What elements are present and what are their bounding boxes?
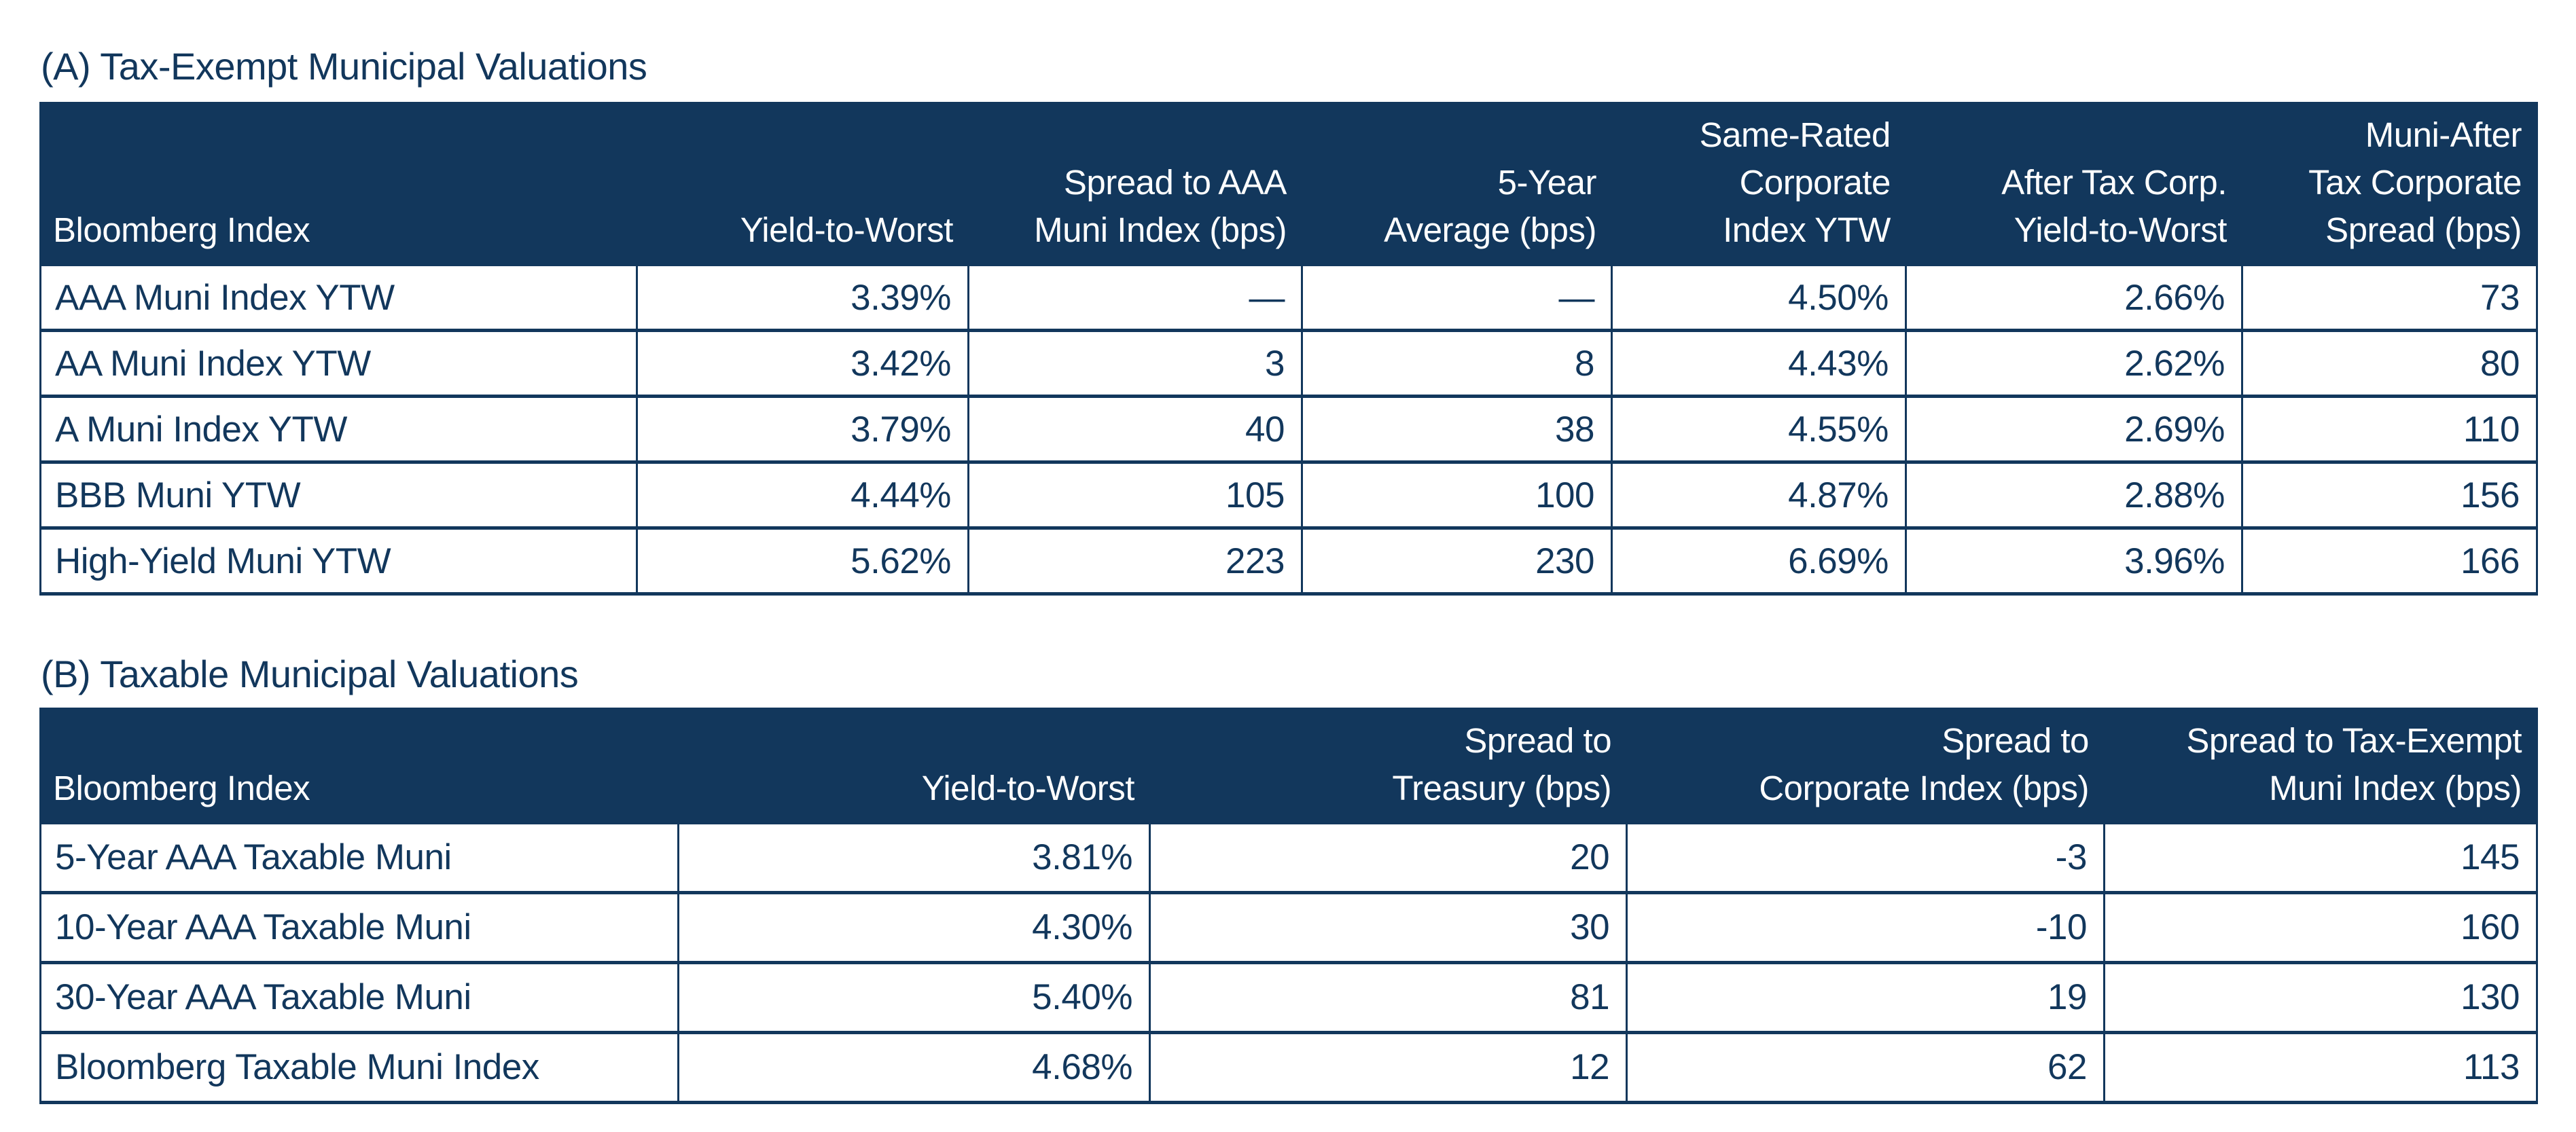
cell-value: 81 (1150, 964, 1628, 1034)
cell-value: 4.30% (679, 894, 1151, 964)
cell-value: -10 (1628, 894, 2105, 964)
section-a-title: (A) Tax-Exempt Municipal Valuations (41, 45, 647, 88)
row-label: 30-Year AAA Taxable Muni (39, 964, 679, 1034)
column-header-6: Muni-After Tax Corporate Spread (bps) (2242, 102, 2538, 267)
cell-value: 3.96% (1906, 530, 2243, 596)
table-row: Bloomberg Taxable Muni Index 4.68% 12 62 113 (39, 1034, 2538, 1104)
row-label: AAA Muni Index YTW (39, 266, 638, 333)
cell-value: 113 (2105, 1034, 2538, 1104)
cell-value: 223 (969, 530, 1303, 596)
cell-value: 2.62% (1906, 332, 2243, 399)
cell-value: 12 (1150, 1034, 1628, 1104)
cell-value: 105 (969, 464, 1303, 530)
cell-value: 5.62% (637, 530, 969, 596)
cell-value: 19 (1628, 964, 2105, 1034)
cell-value: — (969, 266, 1303, 333)
cell-value: 230 (1302, 530, 1613, 596)
cell-value: 2.88% (1906, 464, 2243, 530)
cell-value: 38 (1302, 398, 1613, 464)
table-row: 30-Year AAA Taxable Muni 5.40% 81 19 130 (39, 964, 2538, 1034)
row-label: 5-Year AAA Taxable Muni (39, 824, 679, 894)
cell-value: 2.69% (1906, 398, 2243, 464)
row-label: BBB Muni YTW (39, 464, 638, 530)
cell-value: 73 (2242, 266, 2538, 333)
cell-value: 6.69% (1613, 530, 1907, 596)
column-header-3: Spread to Corporate Index (bps) (1628, 707, 2105, 824)
cell-value: 4.68% (679, 1034, 1151, 1104)
table-row: AAA Muni Index YTW 3.39% — —4.50% 2.66% 73 (39, 266, 2538, 333)
cell-value: 4.44% (637, 464, 969, 530)
taxable-municipal-valuations-table: Bloomberg Index Yield-to-Worst Spread to T… (39, 707, 2538, 1104)
cell-value: 166 (2242, 530, 2538, 596)
table-row: 5-Year AAA Taxable Muni 3.81% 20 -3 145 (39, 824, 2538, 894)
cell-value: 62 (1628, 1034, 2105, 1104)
cell-value: 4.55% (1613, 398, 1907, 464)
header-row: Bloomberg Index Yield-to-Worst Spread to A… (39, 102, 2538, 267)
column-header-1: Yield-to-Worst (679, 707, 1151, 824)
cell-value: 3 (969, 332, 1303, 399)
cell-value: 156 (2242, 464, 2538, 530)
cell-value: 40 (969, 398, 1303, 464)
tax-exempt-municipal-valuations-table: Bloomberg Index Yield-to-Worst Spread to A… (39, 102, 2538, 596)
cell-value: 3.79% (637, 398, 969, 464)
column-header-5: After Tax Corp. Yield-to-Worst (1906, 102, 2243, 267)
table-row: High-Yield Muni YTW 5.62% 223 230 6.69% 3.96%… (39, 530, 2538, 596)
table-row: AA Muni Index YTW 3.42% 3 8 4.43% 2.62% 80 (39, 332, 2538, 399)
column-header-3: 5-Year Average (bps) (1302, 102, 1613, 267)
cell-value: 2.66% (1906, 266, 2243, 333)
row-label: 10-Year AAA Taxable Muni (39, 894, 679, 964)
cell-value: -3 (1628, 824, 2105, 894)
column-header-4: Same-Rated Corporate Index YTW (1613, 102, 1907, 267)
cell-value: 8 (1302, 332, 1613, 399)
cell-value: 30 (1150, 894, 1628, 964)
cell-value: 80 (2242, 332, 2538, 399)
column-header-0: Bloomberg Index (39, 707, 679, 824)
row-label: High-Yield Muni YTW (39, 530, 638, 596)
cell-value: 130 (2105, 964, 2538, 1034)
table-row: 10-Year AAA Taxable Muni 4.30% 30 -10 160 (39, 894, 2538, 964)
cell-value: 110 (2242, 398, 2538, 464)
cell-value: 5.40% (679, 964, 1151, 1034)
cell-value: — (1302, 266, 1613, 333)
section-b-title: (B) Taxable Municipal Valuations (41, 653, 579, 696)
column-header-4: Spread to Tax-Exempt Muni Index (bps) (2105, 707, 2538, 824)
cell-value: 145 (2105, 824, 2538, 894)
cell-value: 20 (1150, 824, 1628, 894)
column-header-1: Yield-to-Worst (637, 102, 969, 267)
cell-value: 4.43% (1613, 332, 1907, 399)
column-header-2: Spread to Treasury (bps) (1150, 707, 1628, 824)
row-label: A Muni Index YTW (39, 398, 638, 464)
cell-value: 4.50% (1613, 266, 1907, 333)
cell-value: 4.87% (1613, 464, 1907, 530)
table-row: BBB Muni YTW 4.44% 105 100 4.87% 2.88% 156 (39, 464, 2538, 530)
row-label: AA Muni Index YTW (39, 332, 638, 399)
column-header-0: Bloomberg Index (39, 102, 638, 267)
cell-value: 3.42% (637, 332, 969, 399)
cell-value: 100 (1302, 464, 1613, 530)
cell-value: 160 (2105, 894, 2538, 964)
cell-value: 3.81% (679, 824, 1151, 894)
row-label: Bloomberg Taxable Muni Index (39, 1034, 679, 1104)
table-row: A Muni Index YTW 3.79% 40 38 4.55% 2.69% 110 (39, 398, 2538, 464)
header-row: Bloomberg Index Yield-to-Worst Spread to T… (39, 707, 2538, 824)
column-header-2: Spread to AAA Muni Index (bps) (969, 102, 1303, 267)
cell-value: 3.39% (637, 266, 969, 333)
